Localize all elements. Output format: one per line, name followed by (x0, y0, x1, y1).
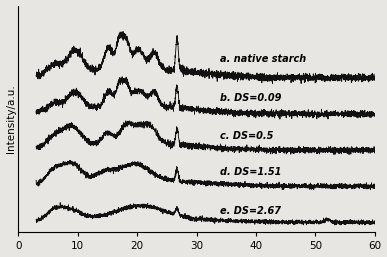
Text: e. DS=2.67: e. DS=2.67 (220, 206, 281, 216)
Y-axis label: Intensity/a.u.: Intensity/a.u. (5, 85, 15, 153)
Text: c. DS=0.5: c. DS=0.5 (220, 131, 274, 141)
Text: b. DS=0.09: b. DS=0.09 (220, 93, 282, 103)
Text: d. DS=1.51: d. DS=1.51 (220, 167, 282, 177)
Text: a. native starch: a. native starch (220, 53, 307, 63)
